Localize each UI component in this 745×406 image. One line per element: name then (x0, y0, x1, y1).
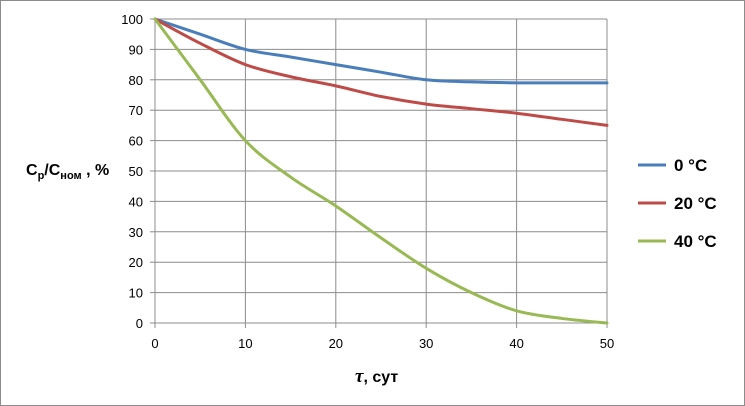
legend-label: 40 °C (674, 232, 717, 251)
x-tick-label: 30 (419, 336, 433, 351)
legend-label: 20 °C (674, 194, 717, 213)
y-tick-label: 100 (121, 12, 143, 27)
y-tick-label: 80 (129, 73, 143, 88)
x-tick-label: 40 (509, 336, 523, 351)
y-tick-label: 10 (129, 286, 143, 301)
y-tick-label: 60 (129, 134, 143, 149)
legend-label: 0 °C (674, 156, 707, 175)
y-tick-label: 40 (129, 194, 143, 209)
series-line-0 (153, 17, 609, 85)
series-line-1 (153, 17, 609, 127)
y-tick-label: 30 (129, 225, 143, 240)
y-tick-label: 70 (129, 103, 143, 118)
y-tick-label: 20 (129, 255, 143, 270)
y-axis-title: Cp/Cном , % (26, 162, 109, 182)
x-tick-label: 0 (151, 336, 158, 351)
series-lines (153, 17, 609, 325)
y-tick-label: 0 (136, 316, 143, 331)
tick-labels: 0 10 20 30 40 50 60 70 80 90 100 0 10 20 30 40 50 (121, 12, 614, 351)
legend: 0 °C 20 °C 40 °C (638, 156, 717, 251)
axes (150, 18, 608, 328)
x-tick-label: 20 (329, 336, 343, 351)
x-tick-label: 10 (238, 336, 252, 351)
grid (155, 18, 608, 323)
series-line-2 (153, 17, 609, 325)
y-tick-label: 50 (129, 164, 143, 179)
x-axis-title: τ, сут (355, 366, 398, 387)
y-tick-label: 90 (129, 42, 143, 57)
x-tick-label: 50 (600, 336, 614, 351)
